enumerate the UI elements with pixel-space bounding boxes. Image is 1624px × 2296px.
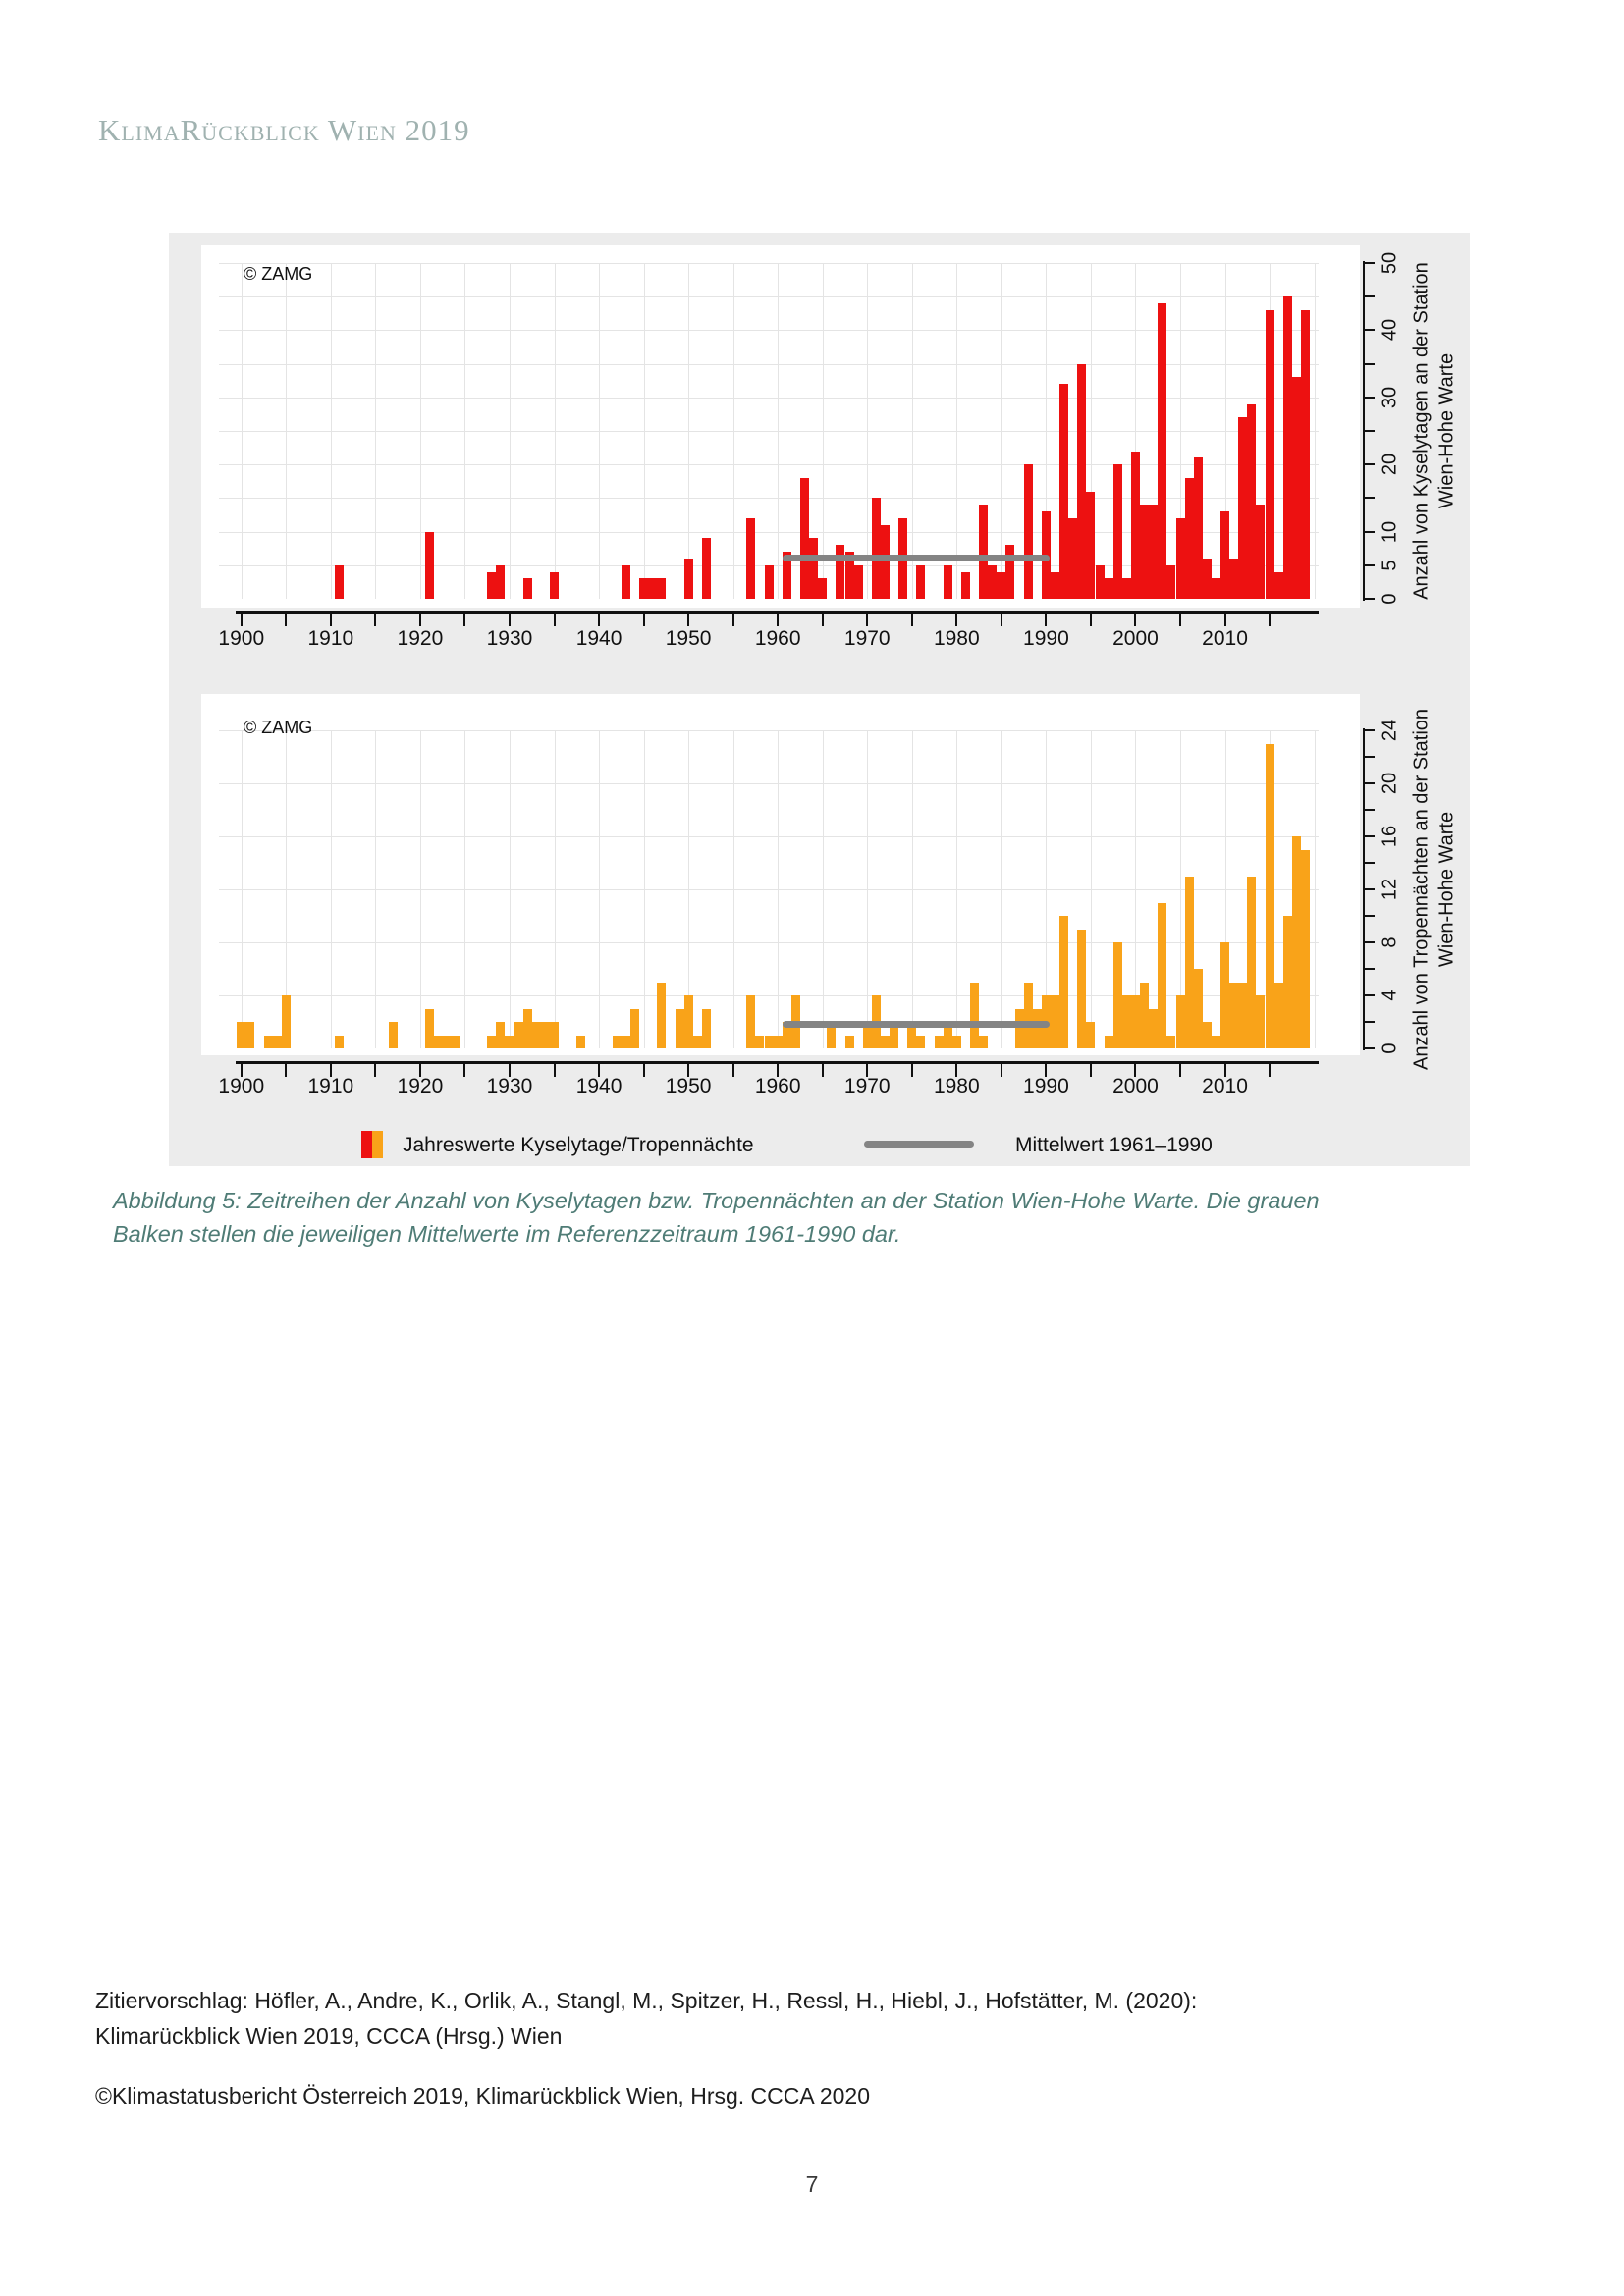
red-swatch-half (361, 1131, 372, 1158)
page-title: KlimaRückblick Wien 2019 (98, 113, 470, 147)
legend-bars-swatch (361, 1131, 383, 1158)
citation-block: Zitiervorschlag: Höfler, A., Andre, K., … (95, 1983, 1197, 2054)
copyright-line: ©Klimastatusbericht Österreich 2019, Kli… (95, 2083, 871, 2109)
caption-line-1: Abbildung 5: Zeitreihen der Anzahl von K… (113, 1188, 1320, 1213)
page-number: 7 (805, 2171, 819, 2197)
citation-line-2: Klimarückblick Wien 2019, CCCA (Hrsg.) W… (95, 2023, 563, 2049)
citation-line-1: Zitiervorschlag: Höfler, A., Andre, K., … (95, 1988, 1198, 2013)
orange-swatch-half (372, 1131, 383, 1158)
legend-mean-label: Mittelwert 1961–1990 (1015, 1134, 1213, 1156)
figure-caption: Abbildung 5: Zeitreihen der Anzahl von K… (113, 1184, 1320, 1251)
figure-panel: 1900 1910 1920 1930 1940 1950 1960 1970 1980 1990… (169, 233, 1470, 1166)
legend-mean-line (864, 1141, 974, 1148)
caption-line-2: Balken stellen die jeweiligen Mittelwert… (113, 1221, 901, 1247)
legend-bars-label: Jahreswerte Kyselytage/Tropennächte (403, 1134, 754, 1156)
figure-legend: Jahreswerte Kyselytage/Tropennächte Mitt… (169, 233, 1470, 1166)
